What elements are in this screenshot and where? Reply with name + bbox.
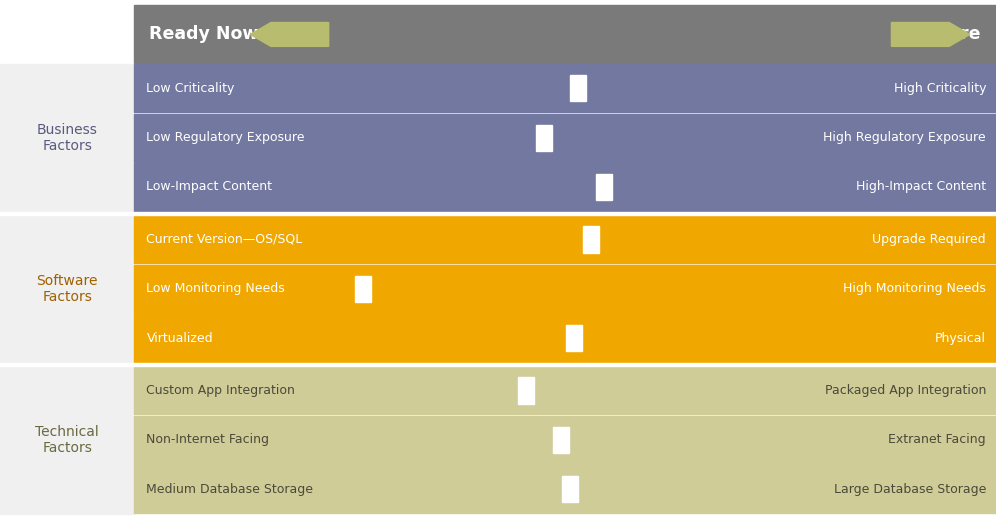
Bar: [0, 366, 134, 514]
Bar: [519, 377, 535, 404]
Text: Non-Internet Facing: Non-Internet Facing: [146, 433, 269, 446]
Bar: [134, 416, 996, 463]
Bar: [0, 212, 996, 215]
Text: Extranet Facing: Extranet Facing: [888, 433, 986, 446]
Bar: [134, 163, 996, 211]
Bar: [570, 75, 586, 102]
Bar: [134, 265, 996, 312]
Text: High Criticality: High Criticality: [893, 82, 986, 95]
Text: Upgrade Required: Upgrade Required: [872, 233, 986, 246]
Bar: [134, 465, 996, 513]
Text: Physical: Physical: [935, 332, 986, 345]
Bar: [0, 363, 996, 366]
Bar: [0, 64, 134, 212]
Text: Ready Now: Ready Now: [149, 25, 259, 44]
Text: Software
Factors: Software Factors: [37, 274, 98, 304]
Text: Business
Factors: Business Factors: [37, 122, 98, 153]
Text: Medium Database Storage: Medium Database Storage: [146, 483, 314, 496]
Bar: [0, 215, 134, 363]
Text: Future: Future: [916, 25, 981, 44]
Text: High Regulatory Exposure: High Regulatory Exposure: [824, 131, 986, 144]
Text: Large Database Storage: Large Database Storage: [834, 483, 986, 496]
Bar: [596, 174, 612, 200]
Polygon shape: [250, 22, 329, 46]
Text: Virtualized: Virtualized: [146, 332, 213, 345]
Text: High Monitoring Needs: High Monitoring Needs: [844, 282, 986, 295]
Text: Current Version—OS/SQL: Current Version—OS/SQL: [146, 233, 303, 246]
Text: Low-Impact Content: Low-Impact Content: [146, 181, 273, 194]
Text: High-Impact Content: High-Impact Content: [856, 181, 986, 194]
Bar: [134, 314, 996, 362]
Bar: [134, 215, 996, 263]
Text: Custom App Integration: Custom App Integration: [146, 384, 295, 397]
Bar: [355, 276, 371, 302]
Bar: [134, 64, 996, 112]
Bar: [562, 476, 578, 502]
Text: Technical
Factors: Technical Factors: [35, 425, 100, 455]
Bar: [583, 226, 599, 253]
Text: Low Regulatory Exposure: Low Regulatory Exposure: [146, 131, 305, 144]
Text: Low Monitoring Needs: Low Monitoring Needs: [146, 282, 285, 295]
Bar: [566, 325, 582, 351]
Bar: [536, 125, 552, 151]
Text: Packaged App Integration: Packaged App Integration: [825, 384, 986, 397]
Text: Low Criticality: Low Criticality: [146, 82, 235, 95]
Bar: [553, 427, 569, 453]
Bar: [134, 114, 996, 161]
Bar: [134, 366, 996, 414]
Bar: [0, 5, 134, 64]
Bar: [134, 5, 996, 64]
Polygon shape: [891, 22, 970, 46]
